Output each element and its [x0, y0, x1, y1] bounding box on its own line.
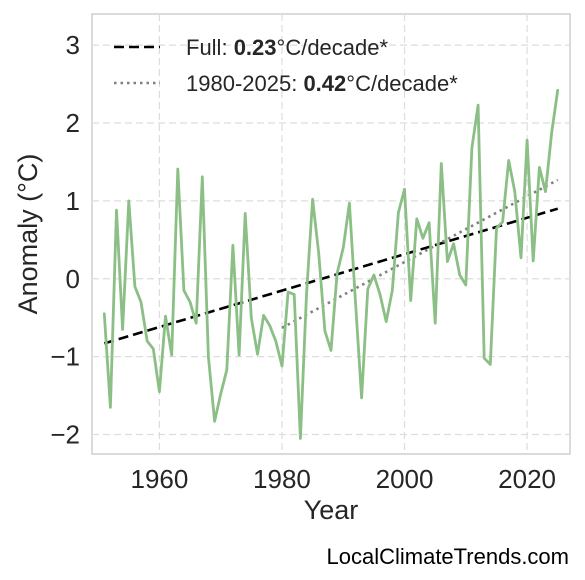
y-tick-label: 3	[66, 30, 80, 60]
y-tick-labels: −2 −1 0 1 2 3	[50, 30, 80, 449]
y-tick-label: −2	[50, 420, 80, 450]
series-group	[102, 88, 560, 440]
y-tick-label: −1	[50, 342, 80, 372]
anomaly-series-line	[102, 88, 560, 440]
y-axis-label: Anomaly (°C)	[13, 154, 43, 315]
y-tick-label: 1	[66, 186, 80, 216]
x-tick-label: 1960	[130, 464, 188, 494]
source-credit: LocalClimateTrends.com	[326, 544, 570, 569]
legend-entry: Full: 0.23°C/decade*	[186, 35, 388, 60]
legend-entry: 1980-2025: 0.42°C/decade*	[186, 71, 458, 96]
grid	[92, 14, 570, 454]
x-tick-label: 1980	[253, 464, 311, 494]
trend-line-recent	[281, 178, 559, 329]
y-tick-label: 2	[66, 108, 80, 138]
x-tick-label: 2020	[498, 464, 556, 494]
x-tick-labels: 1960 1980 2000 2020	[130, 464, 556, 494]
y-tick-label: 0	[66, 264, 80, 294]
legend: Full: 0.23°C/decade* 1980-2025: 0.42°C/de…	[114, 35, 458, 96]
plot-area	[91, 13, 571, 455]
x-axis-label: Year	[304, 495, 359, 525]
x-tick-label: 2000	[376, 464, 434, 494]
